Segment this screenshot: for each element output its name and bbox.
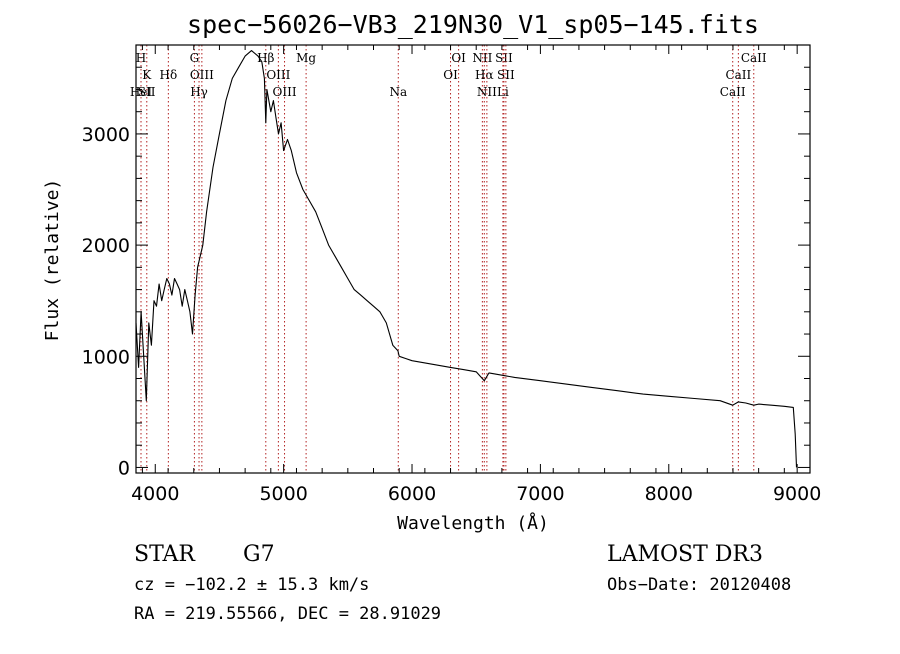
spectral-line-label: Mg bbox=[296, 51, 316, 65]
spectral-line-label: G bbox=[190, 51, 200, 65]
spectral-line-label: Hα bbox=[475, 68, 494, 82]
y-tick-label: 2000 bbox=[82, 235, 130, 257]
spectral-subclass: G7 bbox=[243, 542, 275, 567]
object-class: STAR bbox=[134, 542, 196, 567]
y-tick-label: 1000 bbox=[82, 346, 130, 368]
spectral-line-label: Na bbox=[389, 85, 407, 99]
spectrum-series-line bbox=[135, 50, 798, 468]
x-axis-label: Wavelength (Å) bbox=[397, 512, 549, 534]
y-axis-label: Flux (relative) bbox=[42, 179, 63, 342]
spectral-line-label: OIII bbox=[273, 85, 297, 99]
spectral-line-label: SII bbox=[495, 51, 513, 65]
x-tick-label: 9000 bbox=[773, 483, 821, 505]
y-tick-label: 0 bbox=[118, 457, 130, 479]
spectral-line-label: Hγ bbox=[190, 85, 208, 99]
spectral-line-label: CaII bbox=[720, 85, 746, 99]
x-tick-label: 8000 bbox=[645, 483, 693, 505]
x-tick-label: 4000 bbox=[131, 483, 179, 505]
survey-name: LAMOST DR3 bbox=[607, 542, 763, 567]
spectral-line-label: SII bbox=[497, 68, 515, 82]
plot-frame bbox=[135, 44, 811, 474]
spectral-line-label: H bbox=[136, 51, 146, 65]
spectral-line-label: OI bbox=[451, 51, 466, 65]
x-tick-label: 5000 bbox=[259, 483, 307, 505]
spectral-line-label: SII bbox=[138, 85, 156, 99]
spectral-line-label: NII bbox=[477, 85, 497, 99]
spectral-line-label: CaII bbox=[725, 68, 751, 82]
x-tick-label: 6000 bbox=[388, 483, 436, 505]
spectral-line-label: OIII bbox=[266, 68, 290, 82]
spectral-line-label: CaII bbox=[741, 51, 767, 65]
spectral-line-label: NII bbox=[472, 51, 492, 65]
spectral-line-label: Li bbox=[497, 85, 509, 99]
series-layer bbox=[135, 50, 798, 468]
spectral-line-label: OI bbox=[443, 68, 458, 82]
spectral-line-label: Hδ bbox=[160, 68, 178, 82]
chart-title: spec−56026−VB3_219N30_V1_sp05−145.fits bbox=[187, 10, 759, 39]
spectral-line-label: K bbox=[142, 68, 152, 82]
observation-date: Obs−Date: 20120408 bbox=[607, 575, 791, 595]
y-tick-label: 3000 bbox=[82, 124, 130, 146]
axis-ticks: 4000 5000 6000 7000 8000 9000 0 1000 2000 3000 bbox=[82, 44, 821, 505]
spectral-line-label: OIII bbox=[190, 68, 214, 82]
x-tick-label: 7000 bbox=[516, 483, 564, 505]
redshift-velocity: cz = −102.2 ± 15.3 km/s bbox=[134, 575, 369, 595]
coordinates: RA = 219.55566, DEC = 28.91029 bbox=[134, 604, 441, 624]
